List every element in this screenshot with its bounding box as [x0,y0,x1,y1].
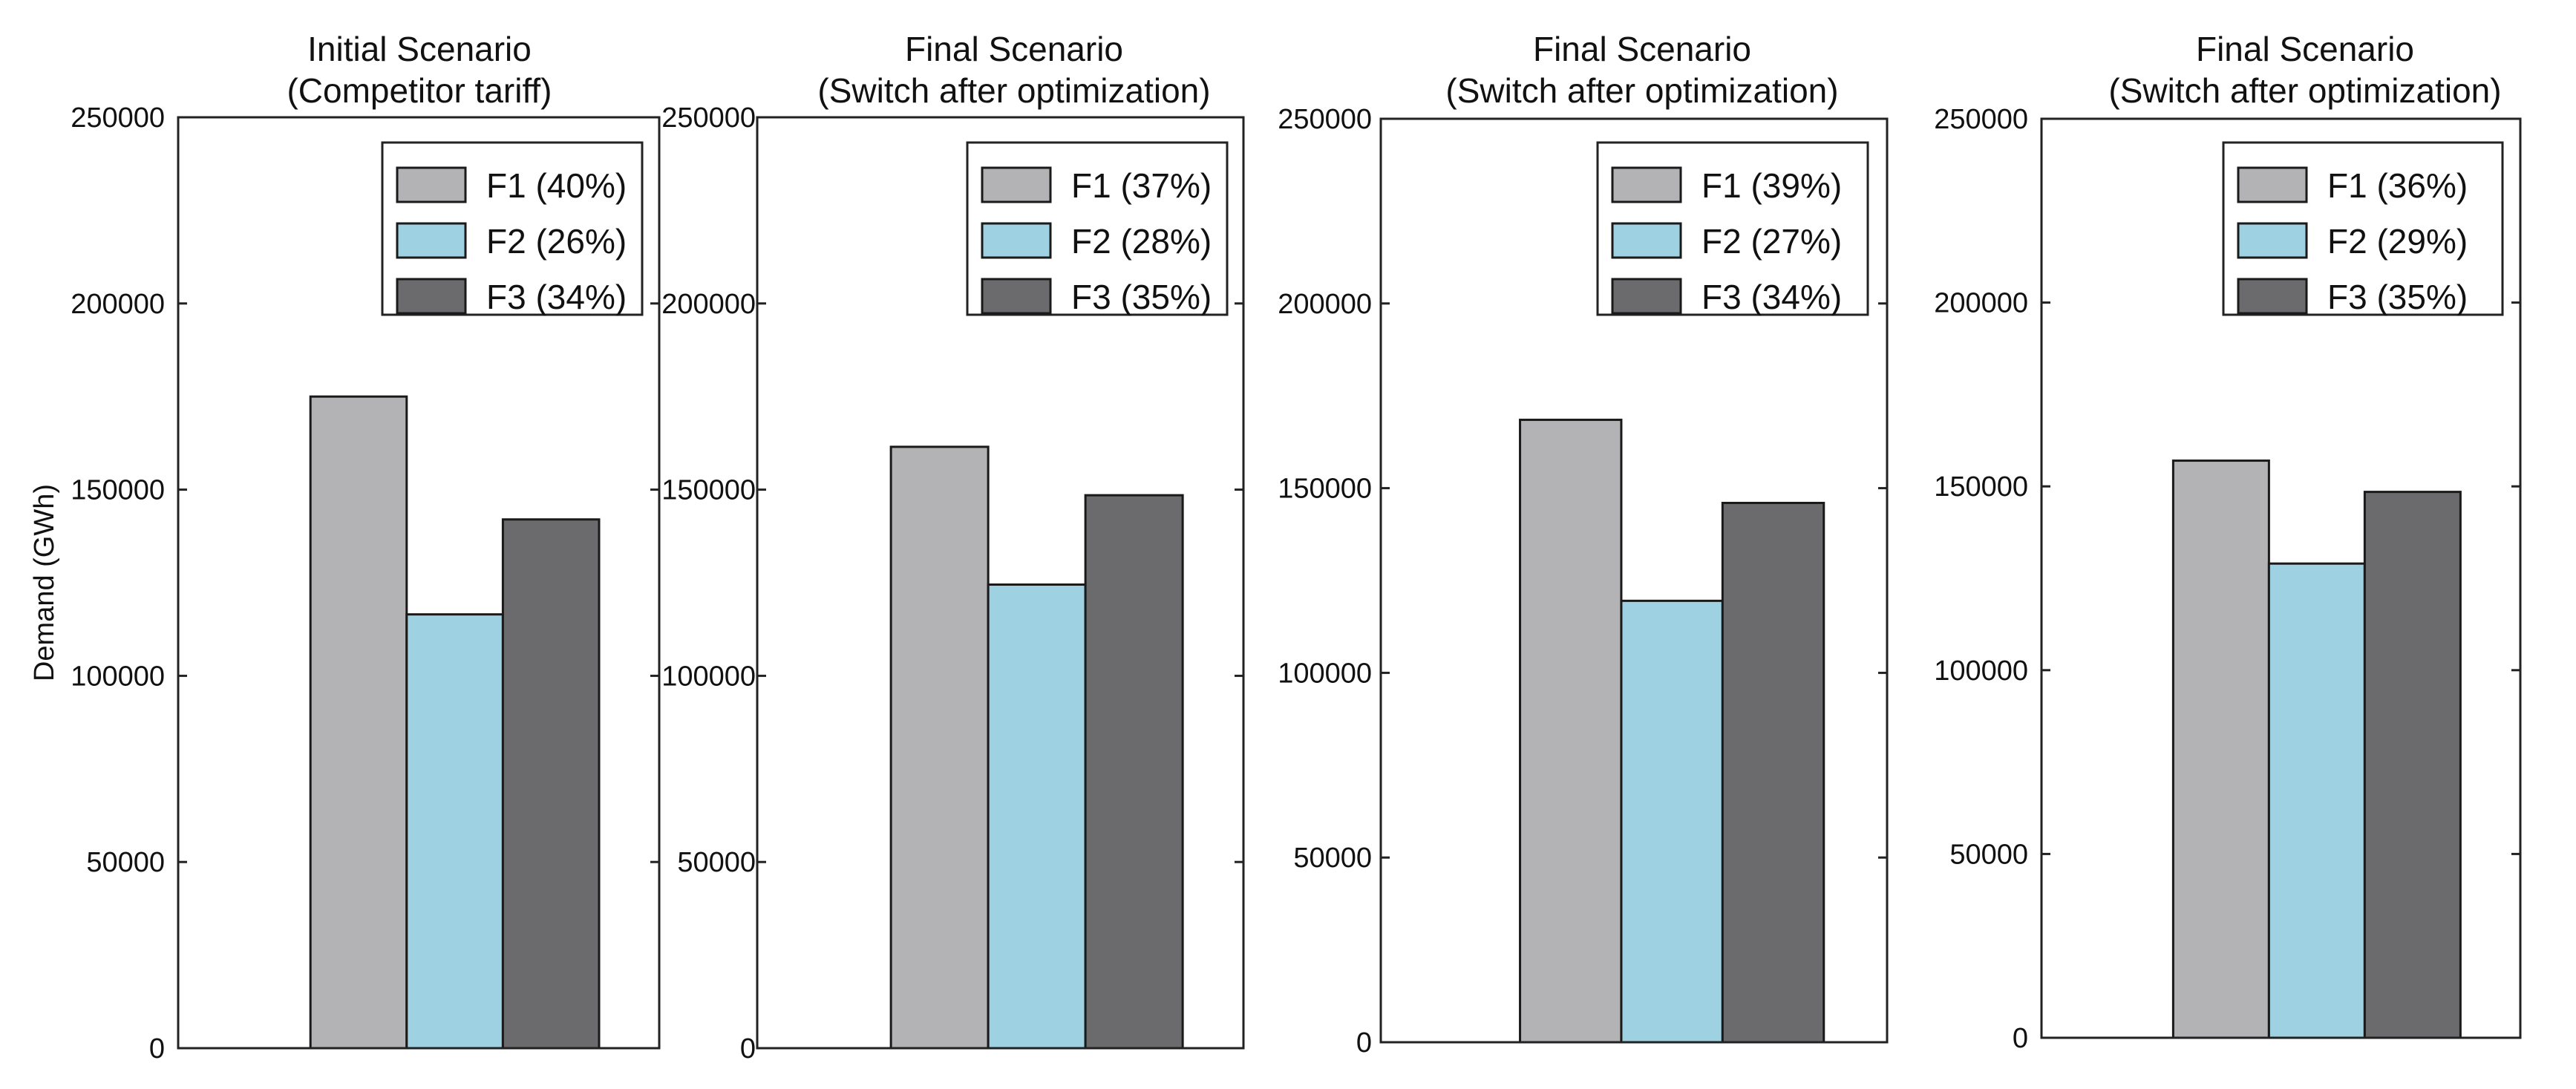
chart-title-line-1: Final Scenario [905,30,1123,68]
y-tick-label: 250000 [661,102,756,134]
legend-swatch-f1 [1611,166,1682,203]
y-tick-label: 150000 [71,475,165,506]
y-tick-label: 100000 [1934,655,2028,687]
bar-f3 [501,518,601,1050]
chart-title-line-2: (Switch after optimization) [1445,71,1838,110]
y-tick-label: 250000 [1934,104,2028,135]
y-tick-label: 0 [149,1033,165,1065]
plot-frame [756,116,1245,1050]
legend-swatch-f3 [981,278,1052,315]
y-tick-label: 0 [740,1033,756,1065]
legend-label-f3: F3 (34%) [1701,278,1842,316]
legend-swatch-f2 [1611,222,1682,259]
y-tick-label: 150000 [1278,474,1372,505]
y-tick-label: 50000 [677,847,756,878]
bar-f1 [1519,419,1623,1044]
plot-frame [177,116,661,1050]
y-tick-label: 100000 [1278,658,1372,689]
legend-label-f1: F1 (39%) [1701,166,1842,205]
legend-label-f3: F3 (34%) [486,278,627,316]
y-tick-label: 0 [2013,1023,2028,1054]
legend-label-f2: F2 (27%) [1701,222,1842,261]
legend-swatch-f1 [981,166,1052,203]
legend-label-f3: F3 (35%) [2327,278,2468,316]
chart-panel-final-1: Final Scenario(Switch after optimization… [661,30,1245,1065]
y-tick-label: 200000 [71,289,165,320]
bar-f3 [1721,502,1825,1044]
legend-swatch-f2 [396,222,467,259]
legend-label-f2: F2 (29%) [2327,222,2468,261]
y-tick-label: 150000 [661,475,756,506]
legend-swatch-f3 [2237,278,2308,315]
y-tick-label: 200000 [1278,289,1372,320]
bar-f1 [309,395,408,1050]
chart-title-line-2: (Switch after optimization) [817,71,1210,110]
bar-f3 [2363,491,2462,1039]
chart-title-line-1: Final Scenario [2196,30,2414,68]
legend-label-f1: F1 (37%) [1071,166,1212,205]
legend-swatch-f3 [1611,278,1682,315]
y-tick-label: 100000 [661,661,756,692]
y-axis-label: Demand (GWh) [29,484,60,681]
plot-frame [2040,117,2522,1039]
y-tick-label: 100000 [71,661,165,692]
y-tick-label: 50000 [1949,839,2028,870]
bar-f2 [405,613,504,1050]
chart-panel-final-3: Final Scenario(Switch after optimization… [1934,30,2522,1054]
plot-frame [1379,117,1889,1044]
chart-title-line-2: (Competitor tariff) [287,71,552,110]
legend-swatch-f3 [396,278,467,315]
legend-swatch-f2 [2237,222,2308,259]
y-tick-label: 150000 [1934,471,2028,503]
chart-panel-initial: Initial Scenario(Competitor tariff) 0 5000… [29,30,661,1065]
legend-label-f2: F2 (28%) [1071,222,1212,261]
y-tick-label: 250000 [1278,104,1372,135]
legend-label-f1: F1 (36%) [2327,166,2468,205]
y-tick-label: 0 [1356,1027,1372,1059]
chart-title-line-1: Final Scenario [1533,30,1751,68]
bar-f2 [987,583,1087,1050]
legend-label-f1: F1 (40%) [486,166,627,205]
legend-label-f3: F3 (35%) [1071,278,1212,316]
chart-panel-final-2: Final Scenario(Switch after optimization… [1278,30,1889,1059]
legend-swatch-f1 [2237,166,2308,203]
legend-label-f2: F2 (26%) [486,222,627,261]
y-tick-label: 200000 [661,289,756,320]
chart-title-line-2: (Switch after optimization) [2108,71,2501,110]
legend-swatch-f2 [981,222,1052,259]
y-tick-label: 250000 [71,102,165,134]
bar-f2 [2267,562,2366,1039]
bar-f1 [889,445,990,1050]
y-tick-label: 200000 [1934,288,2028,319]
chart-title-line-1: Initial Scenario [307,30,532,68]
bar-f3 [1084,494,1184,1050]
y-tick-label: 50000 [1293,843,1372,874]
legend-swatch-f1 [396,166,467,203]
bar-f1 [2171,460,2270,1039]
bar-f2 [1620,599,1724,1044]
y-tick-label: 50000 [86,847,165,878]
